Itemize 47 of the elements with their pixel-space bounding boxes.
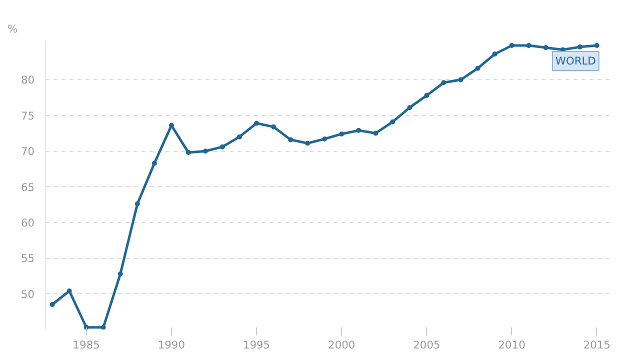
point xyxy=(594,43,600,48)
x-tick-label: 2000 xyxy=(328,338,356,352)
point xyxy=(441,80,446,86)
point xyxy=(509,43,514,48)
point xyxy=(254,120,260,126)
point xyxy=(373,130,378,136)
point xyxy=(390,119,396,124)
point xyxy=(237,134,242,140)
point xyxy=(407,105,412,110)
y-tick-label: 60 xyxy=(20,216,35,230)
point xyxy=(50,302,55,308)
point xyxy=(288,137,294,142)
point xyxy=(84,324,89,330)
point xyxy=(475,66,480,71)
point xyxy=(458,77,464,82)
y-axis-title: % xyxy=(8,22,18,36)
point xyxy=(134,201,140,206)
point xyxy=(492,52,498,57)
y-tick-label: 80 xyxy=(20,74,35,87)
y-tick-label: 70 xyxy=(20,145,35,158)
point xyxy=(66,288,72,294)
point xyxy=(186,150,191,156)
y-tick-label: 75 xyxy=(20,109,35,122)
point xyxy=(118,271,123,276)
point xyxy=(577,44,582,50)
y-tick-label: 50 xyxy=(20,288,35,301)
point xyxy=(424,92,430,98)
point xyxy=(543,45,548,50)
x-tick-label: 2015 xyxy=(583,338,610,352)
point xyxy=(271,124,276,130)
point xyxy=(202,148,208,154)
point xyxy=(305,140,310,146)
x-tick-label: 1995 xyxy=(242,338,270,352)
point xyxy=(356,128,362,133)
point xyxy=(322,136,328,142)
x-tick-label: 2010 xyxy=(498,338,526,352)
y-tick-label: 55 xyxy=(20,252,35,266)
point xyxy=(339,131,344,136)
point xyxy=(152,160,157,166)
x-tick-label: 1990 xyxy=(158,338,186,352)
point xyxy=(100,324,106,330)
x-tick-label: 1985 xyxy=(72,338,100,352)
y-tick-label: 65 xyxy=(20,180,35,194)
point xyxy=(220,144,225,150)
x-tick-label: 2005 xyxy=(413,338,440,352)
point xyxy=(526,43,532,48)
series-label: WORLD xyxy=(555,54,596,68)
